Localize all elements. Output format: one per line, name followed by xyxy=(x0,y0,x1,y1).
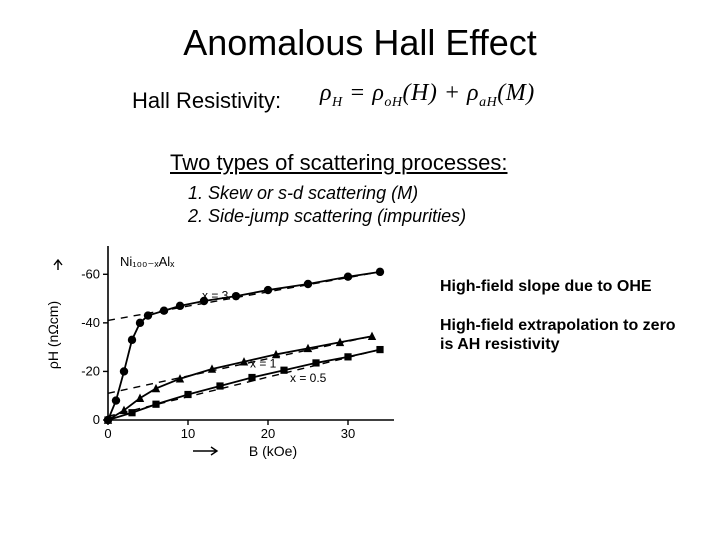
svg-text:-40: -40 xyxy=(81,315,100,330)
annotation-ohe: High-field slope due to OHE xyxy=(440,278,652,296)
resistivity-label: Hall Resistivity: xyxy=(132,88,281,114)
eq-plus: + xyxy=(437,80,467,106)
svg-text:x = 3: x = 3 xyxy=(202,288,229,302)
eq-eq: = xyxy=(343,80,373,106)
svg-text:x = 1: x = 1 xyxy=(250,356,277,370)
svg-text:10: 10 xyxy=(181,426,195,441)
svg-text:x = 0.5: x = 0.5 xyxy=(290,371,327,385)
process-item-1: 1. Skew or s-d scattering (M) xyxy=(188,182,466,205)
slide: Anomalous Hall Effect Hall Resistivity: … xyxy=(0,0,720,540)
eq-t1-sub: oH xyxy=(384,95,402,110)
svg-text:0: 0 xyxy=(93,412,100,427)
eq-lhs-var: ρ xyxy=(320,80,332,106)
chart-svg: 0 -20 -40 -60 0 10 20 30 ρH (nΩcm) B (kOe) Ni₁₀₀₋ₓ… xyxy=(28,240,418,470)
processes-list: 1. Skew or s-d scattering (M) 2. Side-ju… xyxy=(188,182,466,227)
hall-chart: 0 -20 -40 -60 0 10 20 30 ρH (nΩcm) B (kOe) Ni₁₀₀₋ₓ… xyxy=(28,240,418,470)
svg-text:0: 0 xyxy=(104,426,111,441)
svg-text:ρH (nΩcm): ρH (nΩcm) xyxy=(45,301,61,369)
eq-t1-var: ρ xyxy=(372,80,384,106)
page-title: Anomalous Hall Effect xyxy=(0,22,720,64)
eq-lhs-sub: H xyxy=(332,95,343,110)
hall-equation: ρH = ρoH(H) + ρaH(M) xyxy=(320,80,535,111)
process-item-2: 2. Side-jump scattering (impurities) xyxy=(188,205,466,228)
svg-text:Ni₁₀₀₋ₓAlₓ: Ni₁₀₀₋ₓAlₓ xyxy=(120,254,175,269)
svg-text:B (kOe): B (kOe) xyxy=(249,443,297,459)
eq-t2-sub: aH xyxy=(479,95,497,110)
processes-heading: Two types of scattering processes: xyxy=(170,150,508,176)
svg-text:30: 30 xyxy=(341,426,355,441)
svg-text:20: 20 xyxy=(261,426,275,441)
annotation-ah: High-field extrapolation to zero is AH r… xyxy=(440,316,690,354)
eq-t2-arg: (M) xyxy=(497,80,534,106)
eq-t2-var: ρ xyxy=(467,80,479,106)
eq-t1-arg: (H) xyxy=(403,80,438,106)
svg-text:-20: -20 xyxy=(81,363,100,378)
svg-text:-60: -60 xyxy=(81,266,100,281)
